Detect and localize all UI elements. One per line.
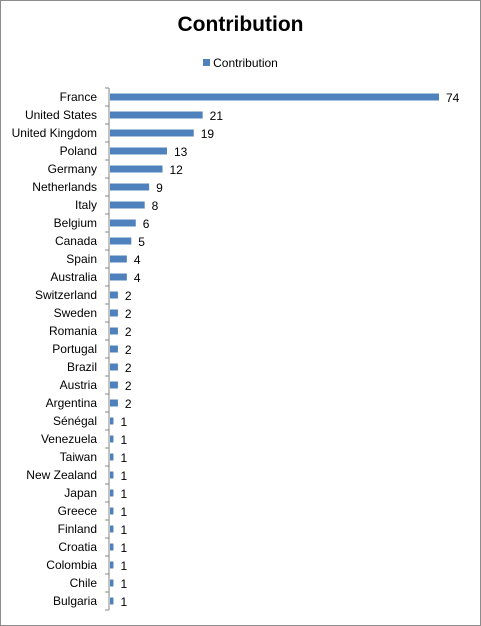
- data-label: 1: [120, 451, 127, 465]
- category-label: Venezuela: [41, 432, 97, 446]
- category-label: Austria: [60, 378, 98, 392]
- bar: [110, 381, 118, 389]
- bar: [110, 417, 114, 425]
- category-label: Poland: [60, 144, 97, 158]
- data-label: 9: [156, 181, 163, 195]
- category-label: France: [60, 90, 98, 104]
- bar: [110, 147, 167, 155]
- data-label: 2: [125, 397, 132, 411]
- bar: [110, 561, 114, 569]
- bar: [110, 507, 114, 515]
- bar: [110, 93, 439, 101]
- bar: [110, 543, 114, 551]
- data-label: 19: [201, 127, 215, 141]
- category-label: Canada: [55, 234, 97, 248]
- bar: [110, 345, 118, 353]
- data-label: 4: [134, 253, 141, 267]
- category-label: Brazil: [67, 360, 97, 374]
- bar: [110, 129, 194, 137]
- bar: [110, 471, 114, 479]
- category-label: Belgium: [54, 216, 97, 230]
- category-label: Argentina: [46, 396, 98, 410]
- bar: [110, 165, 163, 173]
- category-label: Italy: [75, 198, 97, 212]
- category-label: Chile: [70, 576, 98, 590]
- bar: [110, 453, 114, 461]
- bar: [110, 237, 132, 245]
- category-label: Portugal: [52, 342, 97, 356]
- bar: [110, 291, 118, 299]
- data-label: 2: [125, 289, 132, 303]
- legend-swatch: [203, 59, 211, 66]
- legend: Contribution: [1, 56, 480, 70]
- category-label: Taiwan: [60, 450, 97, 464]
- data-label: 1: [120, 523, 127, 537]
- bar: [110, 183, 150, 191]
- data-label: 6: [143, 217, 150, 231]
- category-label: Greece: [58, 504, 98, 518]
- data-label: 1: [120, 577, 127, 591]
- category-label: Sénégal: [53, 414, 97, 428]
- category-label: Colombia: [46, 558, 97, 572]
- category-label: Bulgaria: [53, 594, 97, 608]
- data-label: 8: [152, 199, 159, 213]
- data-label: 1: [120, 469, 127, 483]
- bar: [110, 489, 114, 497]
- data-label: 2: [125, 361, 132, 375]
- category-label: Japan: [64, 486, 97, 500]
- bar: [110, 399, 118, 407]
- bar: [110, 111, 203, 119]
- bar: [110, 597, 114, 605]
- category-label: Spain: [66, 252, 97, 266]
- data-label: 1: [120, 415, 127, 429]
- category-label: United States: [25, 108, 97, 122]
- data-label: 1: [120, 505, 127, 519]
- bar: [110, 435, 114, 443]
- data-label: 1: [120, 541, 127, 555]
- bar: [110, 525, 114, 533]
- data-label: 4: [134, 271, 141, 285]
- bar: [110, 273, 127, 281]
- category-label: Australia: [50, 270, 97, 284]
- data-label: 2: [125, 379, 132, 393]
- category-label: New Zealand: [26, 468, 97, 482]
- data-label: 1: [120, 433, 127, 447]
- data-label: 2: [125, 343, 132, 357]
- data-label: 1: [120, 595, 127, 609]
- data-label: 13: [174, 145, 188, 159]
- category-label: Romania: [49, 324, 97, 338]
- data-label: 2: [125, 325, 132, 339]
- legend-label: Contribution: [213, 56, 278, 70]
- category-label: United Kingdom: [12, 126, 97, 140]
- data-label: 12: [170, 163, 184, 177]
- chart-title: Contribution: [177, 13, 304, 36]
- bar: [110, 363, 118, 371]
- category-label: Netherlands: [32, 180, 97, 194]
- category-label: Finland: [58, 522, 97, 536]
- data-label: 21: [210, 109, 224, 123]
- bar: [110, 309, 118, 317]
- data-label: 1: [120, 487, 127, 501]
- bar: [110, 327, 118, 335]
- category-label: Croatia: [58, 540, 97, 554]
- bar: [110, 579, 114, 587]
- category-label: Switzerland: [35, 288, 97, 302]
- bar: [110, 255, 127, 263]
- data-label: 1: [120, 559, 127, 573]
- data-label: 2: [125, 307, 132, 321]
- bar: [110, 201, 145, 209]
- data-label: 5: [138, 235, 145, 249]
- data-label: 74: [446, 91, 460, 105]
- category-label: Sweden: [54, 306, 97, 320]
- bar: [110, 219, 136, 227]
- category-label: Germany: [48, 162, 97, 176]
